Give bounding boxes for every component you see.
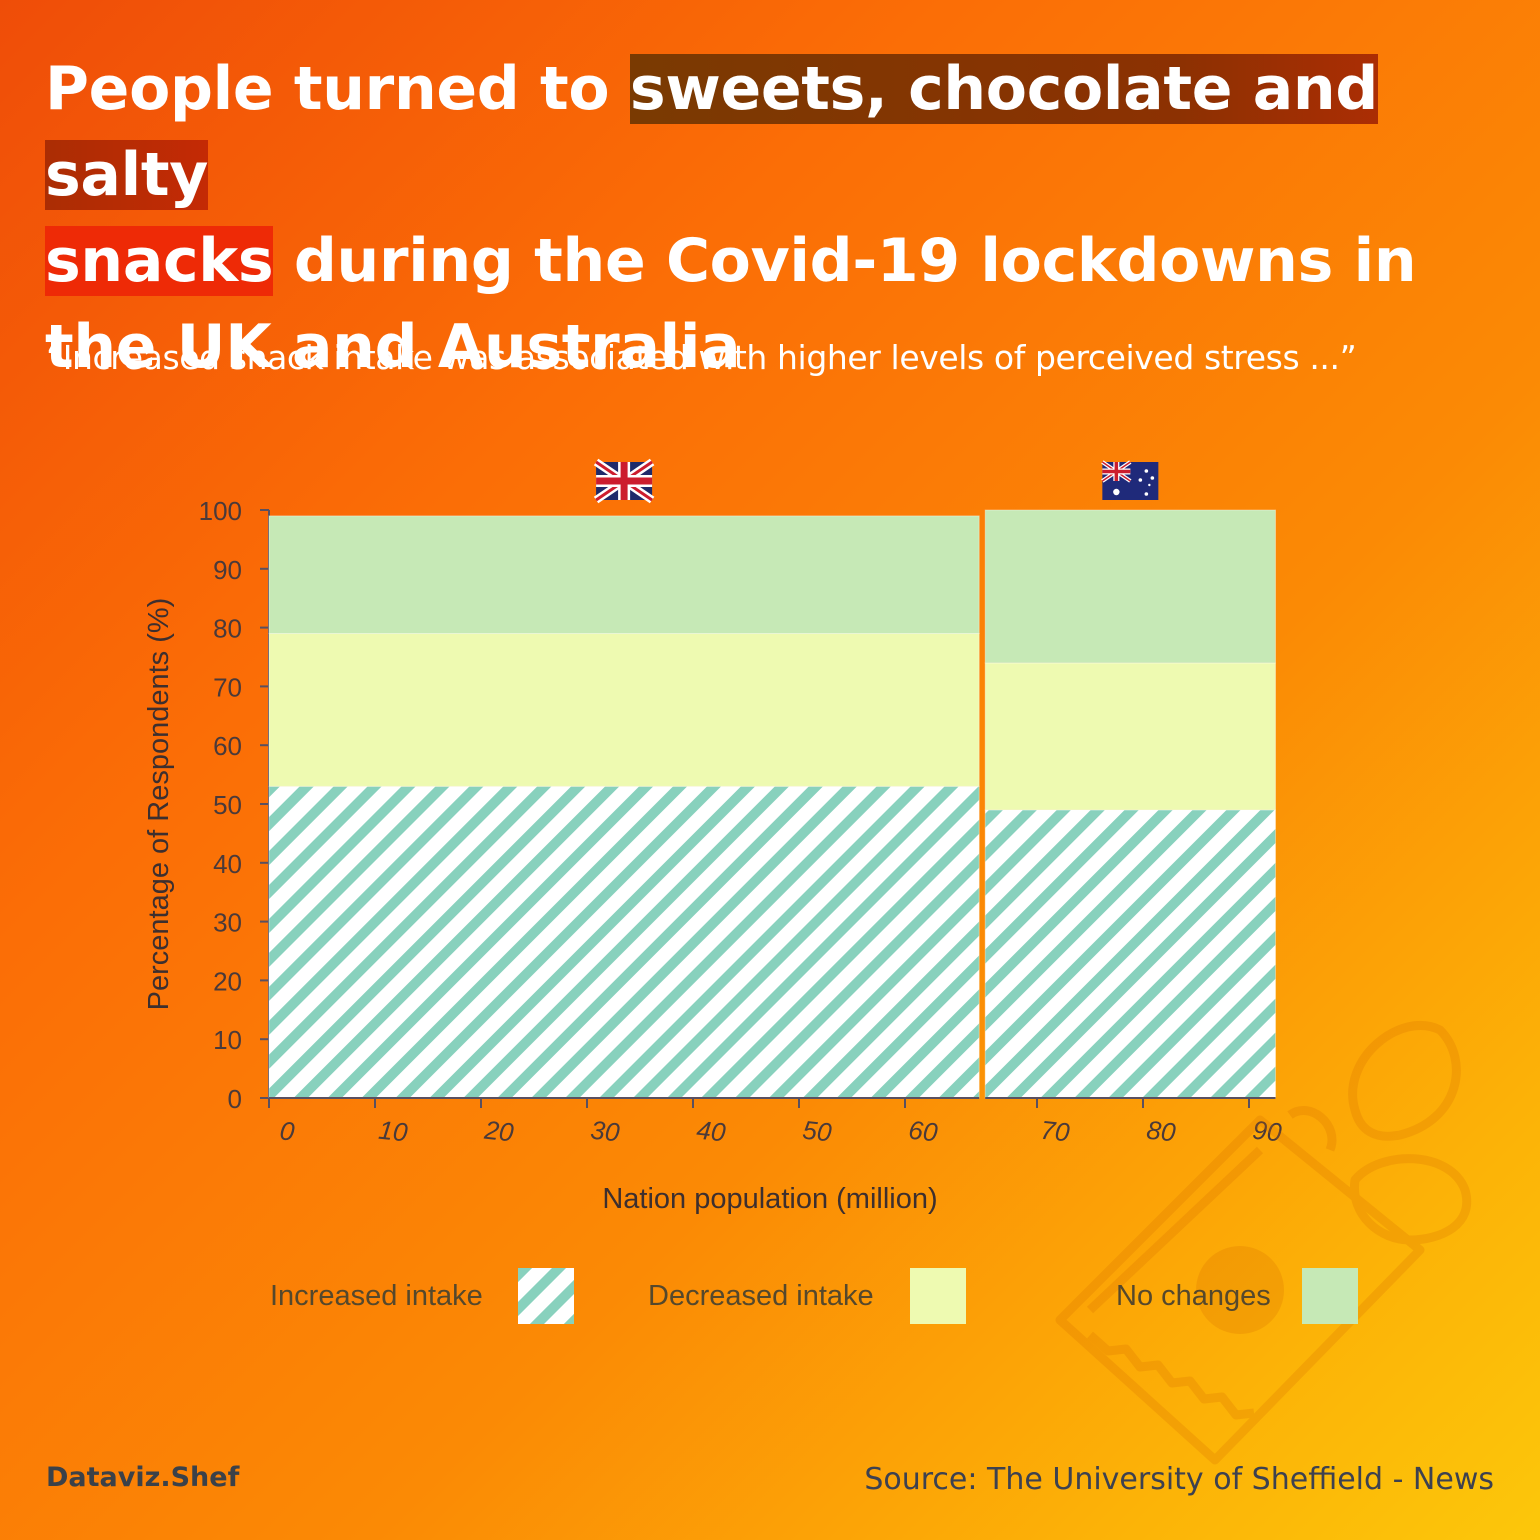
title-suffix: during the Covid-19 lockdowns in the UK … — [45, 226, 1417, 382]
snack-bag-icon — [1055, 1021, 1472, 1465]
x-tick-label: 70 — [1039, 1115, 1071, 1148]
x-tick-label: 90 — [1251, 1115, 1283, 1148]
y-tick-label: 30 — [213, 908, 242, 938]
bar-segment-uk-increased-intake — [268, 785, 980, 1099]
x-tick-label: 60 — [907, 1115, 939, 1148]
brand-logo-text: Dataviz.Shef — [46, 1462, 240, 1493]
subtitle-quote: “Increased snack intake was associated w… — [46, 338, 1357, 377]
bar-segment-australia-no-changes — [984, 509, 1276, 664]
y-tick-label: 20 — [213, 966, 242, 996]
legend-label-decreased: Decreased intake — [648, 1280, 874, 1312]
x-tick-label: 80 — [1145, 1115, 1177, 1148]
x-tick-label: 50 — [801, 1115, 833, 1148]
y-axis-label: Percentage of Respondents (%) — [143, 598, 175, 1011]
legend-swatch-increased — [518, 1268, 574, 1324]
y-tick-label: 100 — [199, 496, 242, 526]
uk-flag-icon — [593, 458, 655, 504]
y-tick-label: 0 — [228, 1084, 242, 1114]
legend-swatch-no-changes — [1302, 1268, 1358, 1324]
x-tick-label: 20 — [482, 1114, 515, 1147]
legend-label-no-changes: No changes — [1116, 1280, 1271, 1312]
y-tick-label: 90 — [213, 555, 242, 585]
source-credit: Source: The University of Sheffield - Ne… — [864, 1462, 1494, 1497]
y-tick-label: 40 — [213, 849, 242, 879]
x-axis-label: Nation population (million) — [602, 1183, 937, 1215]
australia-flag-icon — [1101, 460, 1159, 500]
title-prefix: People turned to — [45, 54, 630, 124]
x-tick-label: 30 — [589, 1115, 621, 1148]
y-tick-label: 10 — [213, 1025, 242, 1055]
x-tick-label: 0 — [278, 1115, 296, 1146]
bar-segment-uk-decreased-intake — [268, 632, 980, 787]
page-title: People turned to sweets, chocolate and s… — [45, 46, 1505, 390]
x-tick-label: 10 — [377, 1115, 409, 1148]
y-tick-label: 50 — [213, 790, 242, 820]
title-highlight-snacks: snacks — [45, 226, 274, 296]
legend-label-increased: Increased intake — [270, 1280, 483, 1312]
y-tick-label: 80 — [213, 614, 242, 644]
bar-segment-uk-no-changes — [268, 515, 980, 634]
legend-swatch-decreased — [910, 1268, 966, 1324]
x-tick-label: 40 — [695, 1115, 727, 1148]
bar-segment-australia-increased-intake — [984, 809, 1276, 1099]
y-tick-label: 70 — [213, 672, 242, 702]
y-tick-label: 60 — [213, 731, 242, 761]
bar-segment-australia-decreased-intake — [984, 662, 1276, 811]
